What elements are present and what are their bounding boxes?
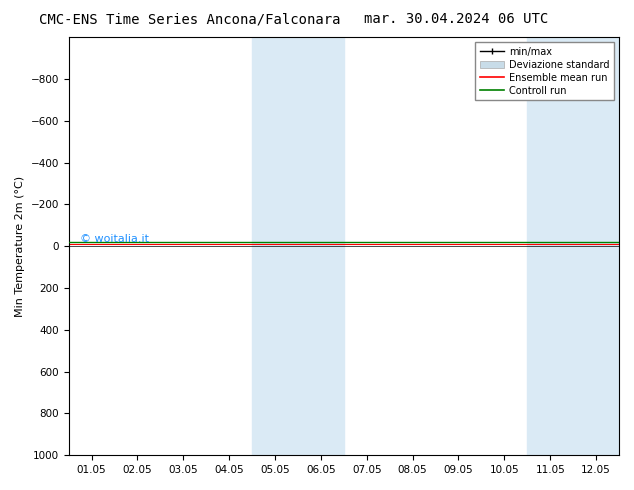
Legend: min/max, Deviazione standard, Ensemble mean run, Controll run: min/max, Deviazione standard, Ensemble m… (475, 42, 614, 100)
Bar (252, 37, 344, 455)
Text: mar. 30.04.2024 06 UTC: mar. 30.04.2024 06 UTC (365, 12, 548, 26)
Y-axis label: Min Temperature 2m (°C): Min Temperature 2m (°C) (15, 175, 25, 317)
Bar (527, 37, 619, 455)
Text: CMC-ENS Time Series Ancona/Falconara: CMC-ENS Time Series Ancona/Falconara (39, 12, 341, 26)
Text: © woitalia.it: © woitalia.it (80, 234, 148, 244)
